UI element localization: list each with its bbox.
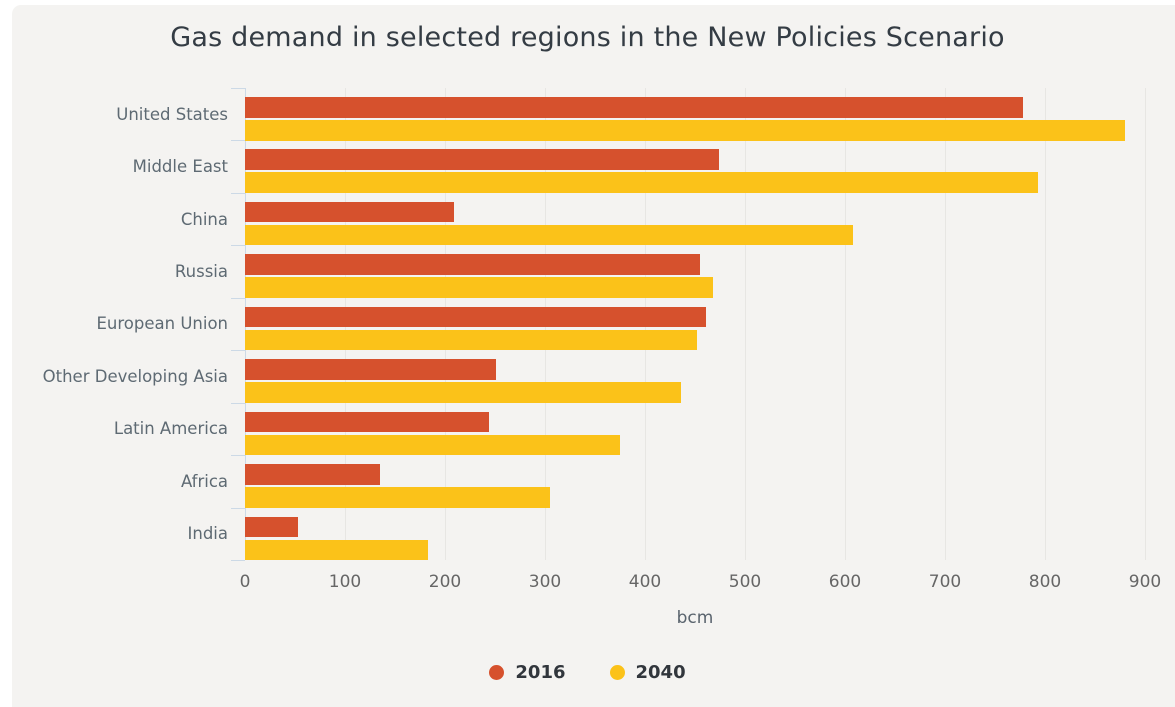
bar-2040-middle-east[interactable] [245, 172, 1038, 193]
gridline [1045, 88, 1046, 560]
x-axis-tick-labels: 0 100 200 300 400 500 600 700 800 900 [240, 572, 1162, 596]
y-axis-tick [231, 297, 245, 299]
legend-item-2040[interactable]: 2040 [609, 662, 686, 683]
y-axis-tick [231, 560, 245, 561]
legend-label-2016: 2016 [515, 662, 566, 683]
category-label: Russia [174, 262, 228, 282]
x-tick-label: 500 [728, 572, 762, 592]
bar-2040-latin-america[interactable] [245, 434, 620, 456]
category-label: Other Developing Asia [42, 366, 228, 386]
x-axis-title: bcm [676, 608, 714, 628]
bar-2040-other-developing-asia[interactable] [245, 382, 681, 403]
bar-2016-china[interactable] [245, 201, 454, 223]
bar-2040-africa[interactable] [245, 487, 550, 508]
bar-2040-china[interactable] [245, 224, 853, 246]
category-label: European Union [96, 314, 228, 334]
gridline [1145, 88, 1146, 560]
gridline [745, 88, 746, 560]
category-label: United States [116, 104, 228, 124]
y-axis-tick [231, 140, 245, 142]
x-tick-label: 600 [828, 572, 862, 592]
bar-2016-middle-east[interactable] [245, 149, 719, 170]
category-label: Middle East [132, 157, 228, 177]
bar-2040-united-states[interactable] [245, 120, 1125, 141]
y-axis-tick [231, 507, 245, 509]
category-label: India [187, 524, 229, 544]
gridline [945, 88, 946, 560]
bar-2016-india[interactable] [245, 516, 298, 538]
bar-2040-russia[interactable] [245, 277, 713, 298]
x-tick-label: 900 [1128, 572, 1162, 592]
bar-2016-africa[interactable] [245, 464, 380, 485]
legend-dot-2040-icon [609, 665, 625, 680]
x-tick-label: 700 [928, 572, 962, 592]
bar-2016-united-states[interactable] [245, 97, 1023, 118]
category-label: Africa [180, 471, 228, 491]
gridline [845, 88, 846, 560]
x-tick-label: 200 [428, 572, 462, 592]
category-label: Latin America [113, 419, 228, 439]
plot-area [231, 88, 1146, 561]
x-tick-label: 100 [328, 572, 362, 592]
bar-2016-other-developing-asia[interactable] [245, 359, 496, 380]
y-axis-tick [231, 455, 245, 457]
x-tick-label: 400 [628, 572, 662, 592]
x-tick-label: 800 [1028, 572, 1062, 592]
legend-label-2040: 2040 [635, 662, 686, 683]
bar-2016-european-union[interactable] [245, 306, 706, 328]
chart-title: Gas demand in selected regions in the Ne… [170, 22, 1005, 53]
y-axis-tick [231, 88, 245, 89]
y-axis-tick [231, 350, 245, 352]
y-axis-tick [231, 192, 245, 194]
legend-item-2016[interactable]: 2016 [489, 662, 566, 683]
bar-2016-russia[interactable] [245, 254, 700, 275]
legend: 2016 2040 [0, 662, 1175, 683]
y-axis-tick [231, 245, 245, 247]
x-tick-label: 300 [528, 572, 562, 592]
bar-2016-latin-america[interactable] [245, 411, 489, 433]
bar-2040-european-union[interactable] [245, 329, 697, 351]
bar-2040-india[interactable] [245, 539, 428, 561]
legend-dot-2016-icon [489, 665, 505, 680]
x-tick-label: 0 [239, 572, 251, 592]
y-axis-tick [231, 402, 245, 404]
category-label: China [180, 209, 228, 229]
